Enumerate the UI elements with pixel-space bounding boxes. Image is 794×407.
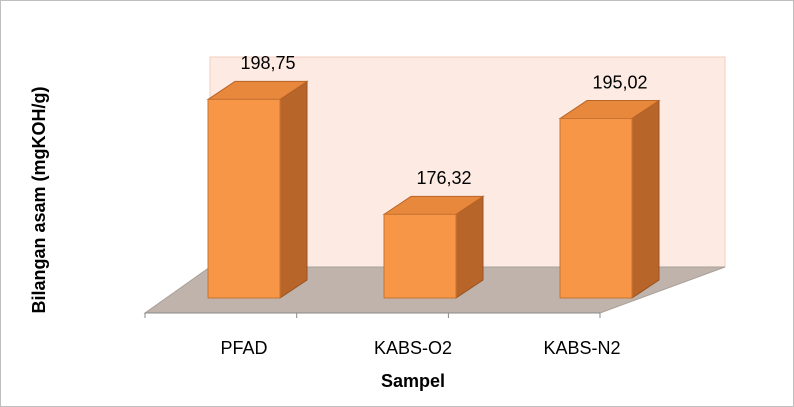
x-axis-title: Sampel	[381, 371, 445, 391]
bar-side	[631, 99, 660, 299]
data-label: 176,32	[416, 168, 471, 188]
x-tick-label: KABS-N2	[543, 338, 620, 358]
x-tick-label: PFAD	[220, 338, 267, 358]
bar	[559, 118, 633, 299]
data-label: 195,02	[592, 72, 647, 92]
data-label: 198,75	[240, 53, 295, 73]
bar	[207, 98, 281, 299]
bar-side	[279, 80, 308, 299]
x-tick-label: KABS-O2	[374, 338, 452, 358]
y-axis-title: Bilangan asam (mgKOH/g)	[29, 86, 49, 313]
bar	[383, 213, 457, 299]
